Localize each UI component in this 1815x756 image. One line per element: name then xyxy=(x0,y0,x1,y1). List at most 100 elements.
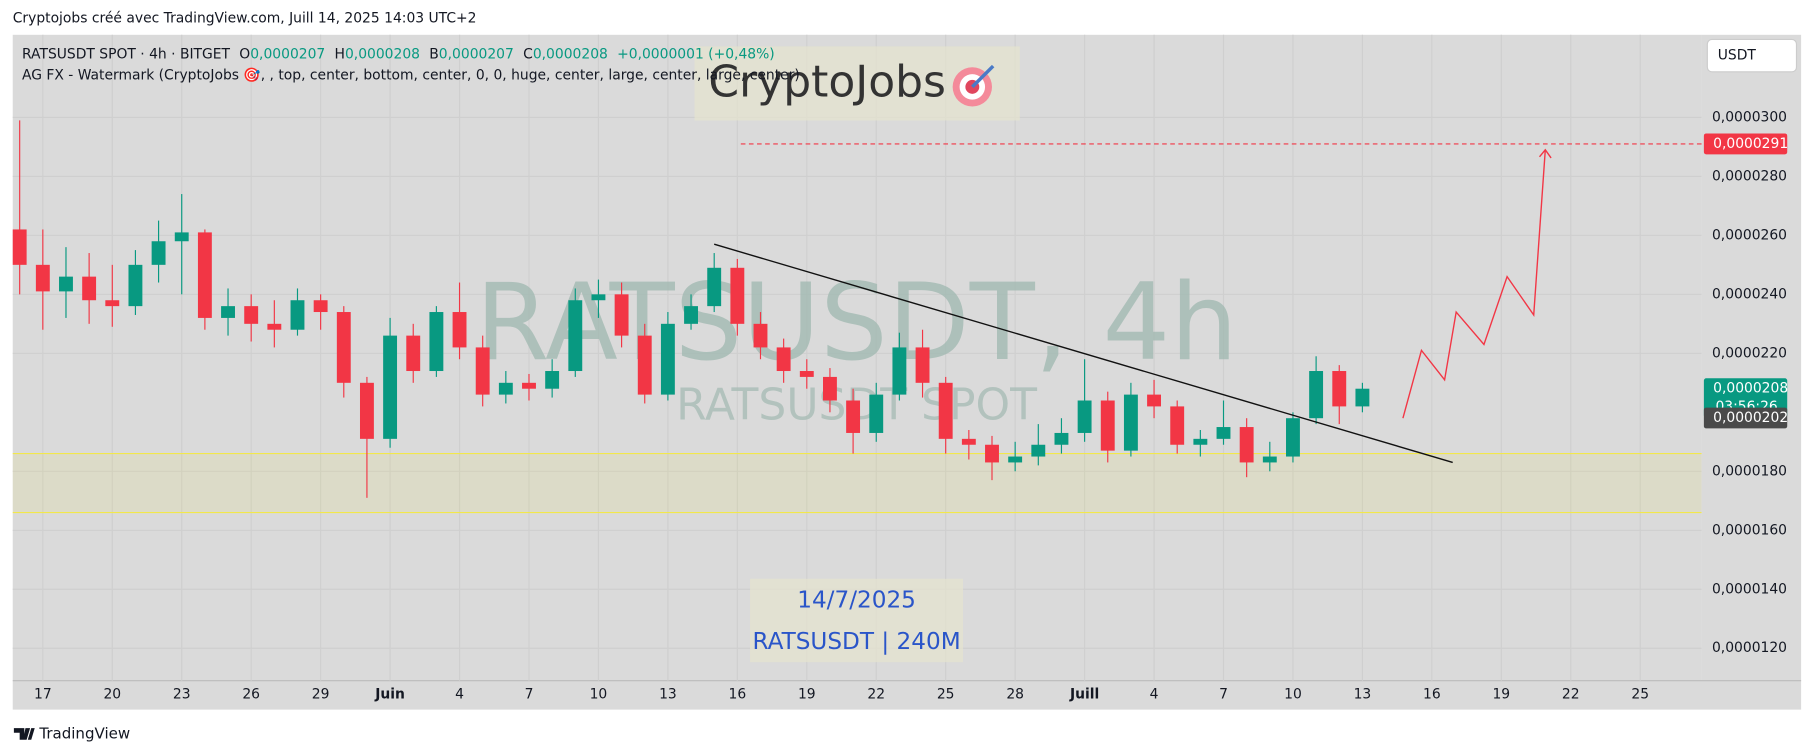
candle-body xyxy=(267,323,282,330)
legend-h-label: H xyxy=(335,46,345,62)
x-tick-label: 26 xyxy=(242,687,260,703)
x-tick-label: 22 xyxy=(1562,687,1580,703)
candle-body xyxy=(1193,438,1208,445)
candle-body xyxy=(1262,456,1277,463)
candle-body xyxy=(359,382,374,439)
x-tick-label: 29 xyxy=(312,687,330,703)
target-price-tag xyxy=(1703,133,1788,155)
candle-body xyxy=(1239,427,1254,463)
candle-body xyxy=(545,371,560,389)
candle-body xyxy=(1286,418,1300,457)
candle-body xyxy=(915,347,930,383)
info-box xyxy=(750,578,964,663)
zone-layer xyxy=(12,453,1702,514)
candle-body xyxy=(35,264,50,292)
candle-body xyxy=(383,335,398,439)
prev-price-tag xyxy=(1703,407,1788,429)
x-tick-label: 4 xyxy=(1150,687,1159,703)
candle-body xyxy=(1123,394,1138,451)
legend-h: 0,0000208 xyxy=(345,46,420,62)
candle-body xyxy=(637,335,652,395)
x-tick-label: 7 xyxy=(525,687,534,703)
candle-body xyxy=(730,267,745,324)
candle-body xyxy=(498,382,513,395)
candle-body xyxy=(985,444,999,463)
x-tick-label: 19 xyxy=(798,687,816,703)
prev-price-label: 0,0000202 xyxy=(1713,410,1788,426)
candle-body xyxy=(82,276,97,301)
x-tick-label: 25 xyxy=(937,687,955,703)
x-tick-label: 13 xyxy=(659,687,677,703)
candle-body xyxy=(522,382,536,389)
x-tick-label: 4 xyxy=(455,687,464,703)
footer-brand: TradingView xyxy=(38,724,130,742)
y-tick-label: 0,0000160 xyxy=(1712,522,1787,538)
candle-body xyxy=(197,232,212,318)
candle-body xyxy=(776,347,791,372)
y-tick-label: 0,0000260 xyxy=(1712,227,1787,243)
candle-body xyxy=(823,376,837,401)
candle-body xyxy=(244,306,259,324)
x-tick-label: 7 xyxy=(1219,687,1228,703)
candle-body xyxy=(313,300,328,313)
y-tick-label: 0,0000220 xyxy=(1712,345,1787,361)
candle-body xyxy=(475,347,490,395)
candle-body xyxy=(1054,432,1069,445)
marks-layer xyxy=(12,120,1702,498)
candle-body xyxy=(568,300,583,372)
candle-body xyxy=(429,312,444,372)
candle-body xyxy=(1100,400,1115,451)
x-tick-label: Juill xyxy=(1069,687,1099,703)
candle-body xyxy=(1031,444,1046,457)
projection-arrowhead xyxy=(1538,148,1552,159)
x-tick-label: 10 xyxy=(1284,687,1302,703)
y-tick-label: 0,0000280 xyxy=(1712,168,1787,184)
time-scale xyxy=(12,680,1802,710)
legend-o: 0,0000207 xyxy=(250,46,325,62)
candle-body xyxy=(1332,371,1347,407)
legend-change: +0,0000001 (+0,48%) xyxy=(617,46,775,62)
x-tick-label: 13 xyxy=(1354,687,1372,703)
candle-body xyxy=(174,232,189,242)
x-tick-label: Juin xyxy=(374,687,405,703)
candle-body xyxy=(869,394,884,433)
brand: CryptoJobs xyxy=(708,57,946,108)
watermark-info: RATSUSDT | 240M xyxy=(752,629,960,655)
legend-c-label: C xyxy=(523,46,533,62)
y-tick-label: 0,0000180 xyxy=(1712,463,1787,479)
currency[interactable]: USDT xyxy=(1718,48,1757,64)
candle-body xyxy=(1216,427,1231,439)
currency-button[interactable] xyxy=(1706,38,1798,73)
candle-body xyxy=(799,371,814,377)
credit: Cryptojobs créé avec TradingView.com, Ju… xyxy=(13,11,477,27)
candle-body xyxy=(707,267,722,307)
candle-body xyxy=(290,300,305,330)
x-tick-label: 28 xyxy=(1006,687,1024,703)
candle-body xyxy=(1309,371,1324,419)
indicator-legend: AG FX - Watermark (CryptoJobs 🎯, , top, … xyxy=(22,66,800,83)
target-price-label: 0,0000291 xyxy=(1713,136,1788,152)
candle-body xyxy=(1008,456,1023,463)
candle-body xyxy=(221,306,235,318)
candle-body xyxy=(406,335,421,372)
candle-body xyxy=(452,312,467,348)
candle-body xyxy=(660,323,675,395)
candle-body xyxy=(105,300,120,307)
legend-c: 0,0000208 xyxy=(533,46,608,62)
candle-body xyxy=(614,294,629,336)
x-tick-label: 23 xyxy=(173,687,191,703)
legend-symbol: RATSUSDT SPOT · 4h · BITGET xyxy=(22,46,231,62)
candle-body xyxy=(1355,388,1370,407)
candle-body xyxy=(938,382,953,439)
candle-body xyxy=(961,438,976,445)
watermark-date: 14/7/2025 xyxy=(797,587,916,613)
candle-body xyxy=(753,323,768,348)
x-tick-label: 25 xyxy=(1631,687,1649,703)
y-tick-label: 0,0000300 xyxy=(1712,109,1787,125)
candle-body xyxy=(1077,400,1092,433)
x-tick-label: 22 xyxy=(867,687,885,703)
candle-body xyxy=(59,276,73,292)
candle-body xyxy=(128,264,143,307)
